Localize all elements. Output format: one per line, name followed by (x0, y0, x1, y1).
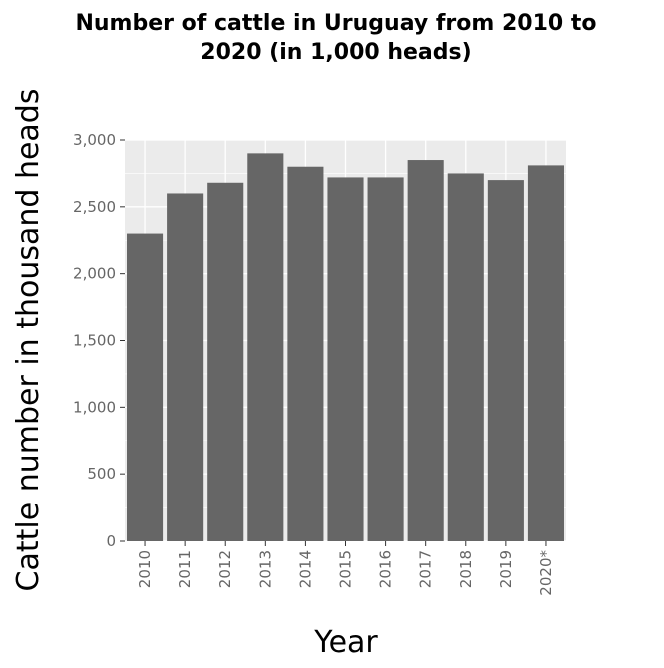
x-tick-label: 2018 (457, 550, 475, 588)
bars (127, 153, 564, 542)
bar-2020* (527, 165, 564, 541)
x-tick-label: 2013 (256, 550, 274, 588)
y-axis: 0 500 1,000 1,500 2,000 2,500 3,000 (73, 131, 125, 550)
x-tick-label: 2015 (337, 550, 355, 588)
x-tick-label: 2020* (537, 550, 555, 596)
y-tick-label: 2,500 (73, 198, 116, 216)
y-tick-label: 500 (87, 465, 116, 483)
x-axis-title: Year (313, 625, 378, 660)
bar-2016 (367, 177, 404, 541)
y-tick-label: 2,000 (73, 265, 116, 283)
y-tick-label: 3,000 (73, 131, 116, 149)
bar-2013 (247, 153, 284, 541)
y-tick-label: 1,000 (73, 398, 116, 416)
chart-title-line-2: 2020 (in 1,000 heads) (200, 40, 471, 65)
x-tick-label: 2012 (216, 550, 234, 588)
y-tick-label: 1,500 (73, 332, 116, 350)
bar-2012 (207, 182, 244, 542)
x-tick-label: 2017 (417, 550, 435, 588)
y-tick-label: 0 (106, 532, 116, 550)
x-axis: 2010 2011 2012 2013 2014 2015 2016 2017 2018 2019… (136, 541, 555, 596)
bar-2010 (127, 233, 164, 542)
bar-2014 (287, 166, 324, 541)
x-tick-label: 2011 (176, 550, 194, 588)
bar-2019 (487, 180, 524, 541)
x-tick-label: 2019 (497, 550, 515, 588)
bar-2017 (407, 160, 444, 542)
bar-2018 (447, 173, 484, 541)
x-tick-label: 2014 (296, 550, 314, 588)
bar-2015 (327, 177, 364, 541)
x-tick-label: 2010 (136, 550, 154, 588)
bar-2011 (167, 193, 204, 541)
chart-title-line-1: Number of cattle in Uruguay from 2010 to (75, 11, 596, 36)
x-tick-label: 2016 (377, 550, 395, 588)
y-axis-title: Cattle number in thousand heads (11, 89, 46, 592)
